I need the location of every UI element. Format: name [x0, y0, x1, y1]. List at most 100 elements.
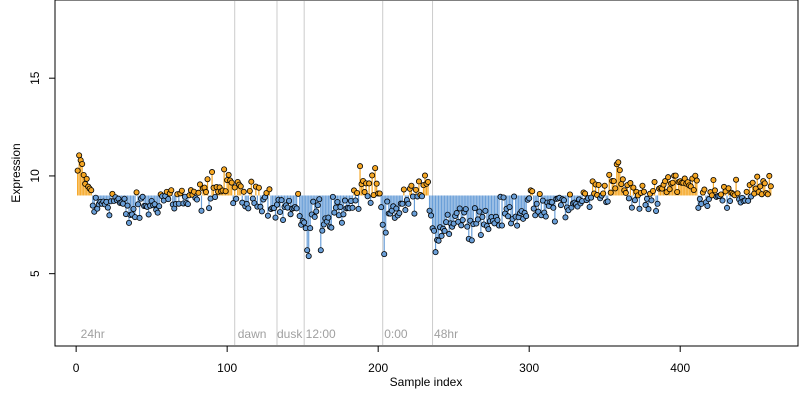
y-tick-label: 10 [28, 169, 42, 183]
data-point [295, 190, 302, 197]
data-point [319, 227, 326, 234]
data-point [653, 207, 660, 214]
data-point [499, 222, 506, 229]
data-point [557, 202, 564, 209]
data-point [523, 213, 530, 220]
data-point [665, 174, 672, 181]
data-point [408, 182, 415, 189]
data-point [459, 216, 466, 223]
data-point [441, 227, 448, 234]
data-point [628, 204, 635, 211]
data-point [595, 181, 602, 188]
data-point [212, 193, 219, 200]
data-point [695, 204, 702, 211]
data-point [610, 178, 617, 185]
data-point [631, 197, 638, 204]
data-point [536, 190, 543, 197]
data-point [494, 217, 501, 224]
data-point [542, 213, 549, 220]
data-point [379, 221, 386, 228]
data-point [337, 203, 344, 210]
data-point [231, 184, 238, 191]
data-point [204, 176, 211, 183]
data-point [124, 202, 131, 209]
data-point [530, 205, 537, 212]
data-point [724, 204, 731, 211]
data-point [399, 200, 406, 207]
data-point [258, 208, 265, 215]
data-point [76, 152, 83, 159]
data-point [639, 182, 646, 189]
data-point [396, 210, 403, 217]
data-point [550, 204, 557, 211]
data-point [651, 178, 658, 185]
data-point [479, 213, 486, 220]
data-point [749, 179, 756, 186]
data-point [340, 211, 347, 218]
annotation-label: 48hr [434, 327, 458, 341]
data-point [372, 165, 379, 172]
data-point [654, 200, 661, 207]
data-point [428, 212, 435, 219]
y-axis-title: Expression [9, 143, 23, 202]
data-point [734, 190, 741, 197]
data-point [203, 189, 210, 196]
data-point [369, 172, 376, 179]
data-point [711, 187, 718, 194]
data-point [482, 207, 489, 214]
data-point [125, 219, 132, 226]
data-point [367, 199, 374, 206]
data-point [237, 183, 244, 190]
data-point [468, 237, 475, 244]
data-point [696, 196, 703, 203]
data-point [582, 190, 589, 197]
data-point [743, 188, 750, 195]
data-point [648, 197, 655, 204]
data-point [767, 183, 774, 190]
data-point [717, 191, 724, 198]
data-point [384, 198, 391, 205]
data-point [690, 186, 697, 193]
annotation-label: 12:00 [306, 327, 336, 341]
data-point [477, 231, 484, 238]
data-point [304, 247, 311, 254]
x-axis: 0 100 200 300 400 [73, 346, 691, 375]
data-point [168, 187, 175, 194]
data-point [402, 207, 409, 214]
data-point [548, 199, 555, 206]
data-point [366, 180, 373, 187]
data-point [476, 208, 483, 215]
data-point [145, 211, 152, 218]
data-point [352, 197, 359, 204]
data-point [438, 232, 445, 239]
data-point [196, 181, 203, 188]
data-point [642, 201, 649, 208]
data-point [645, 206, 652, 213]
data-point [456, 205, 463, 212]
data-point [701, 186, 708, 193]
data-point [640, 188, 647, 195]
data-point [471, 205, 478, 212]
data-point [719, 197, 726, 204]
data-point [412, 186, 419, 193]
data-point [361, 189, 368, 196]
data-point [421, 172, 428, 179]
data-point [193, 196, 200, 203]
data-point [704, 202, 711, 209]
x-tick-label: 0 [73, 361, 80, 375]
data-point [206, 205, 213, 212]
data-point [273, 201, 280, 208]
data-point [311, 213, 318, 220]
data-point [296, 213, 303, 220]
data-point [334, 198, 341, 205]
x-tick-label: 100 [217, 361, 237, 375]
data-point [666, 186, 673, 193]
data-point [106, 212, 113, 219]
data-point [355, 205, 362, 212]
data-point [692, 172, 699, 179]
data-point [604, 198, 611, 205]
data-point [328, 224, 335, 231]
data-point [710, 177, 717, 184]
data-point [83, 175, 90, 182]
data-point [586, 203, 593, 210]
